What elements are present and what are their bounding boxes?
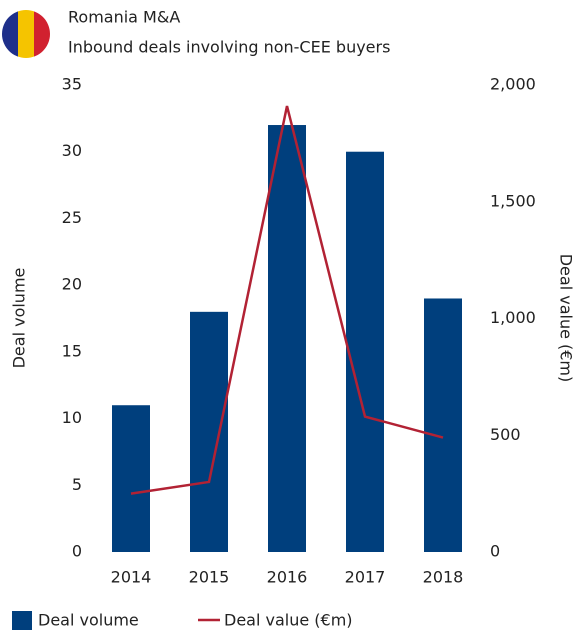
y-tick-label: 0 <box>72 542 82 561</box>
y-tick-label: 30 <box>62 141 82 160</box>
x-tick-label: 2016 <box>267 568 308 587</box>
x-tick-label: 2014 <box>111 568 152 587</box>
y-tick-label: 20 <box>62 275 82 294</box>
y2-tick-label: 0 <box>490 542 500 561</box>
x-tick-label: 2015 <box>189 568 230 587</box>
bar <box>112 405 150 552</box>
y-tick-label: 10 <box>62 408 82 427</box>
bar <box>190 311 228 552</box>
legend-label: Deal value (€m) <box>224 611 353 630</box>
y-tick-label: 5 <box>72 475 82 494</box>
y2-axis-label: Deal value (€m) <box>557 254 576 383</box>
y-axis-label: Deal volume <box>10 268 29 369</box>
legend-swatch <box>12 611 32 630</box>
legend-label: Deal volume <box>38 611 139 630</box>
y-tick-label: 35 <box>62 75 82 94</box>
y-tick-label: 15 <box>62 341 82 360</box>
flag-icon <box>2 10 50 58</box>
chart-subtitle: Inbound deals involving non-CEE buyers <box>68 38 390 57</box>
y2-tick-label: 1,000 <box>490 308 536 327</box>
y2-tick-label: 500 <box>490 425 521 444</box>
bar <box>346 151 384 552</box>
y-tick-label: 25 <box>62 208 82 227</box>
bar <box>268 125 306 553</box>
x-tick-label: 2018 <box>423 568 464 587</box>
chart-title: Romania M&A <box>68 8 180 27</box>
bar <box>424 298 462 552</box>
y2-tick-label: 1,500 <box>490 191 536 210</box>
y2-tick-label: 2,000 <box>490 75 536 94</box>
line <box>130 105 444 495</box>
x-tick-label: 2017 <box>345 568 386 587</box>
